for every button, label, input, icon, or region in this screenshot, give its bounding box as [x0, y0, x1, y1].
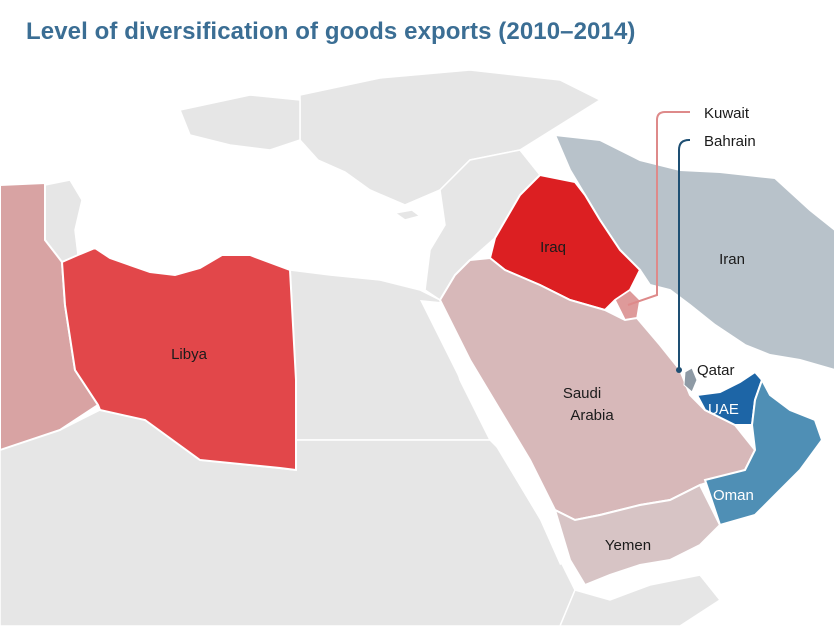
label-yemen: Yemen [605, 537, 651, 554]
label-saudi-arabia-line2: Arabia [570, 407, 614, 424]
label-uae: UAE [708, 401, 739, 418]
label-qatar: Qatar [697, 362, 735, 379]
label-kuwait: Kuwait [704, 105, 750, 122]
label-iran: Iran [719, 251, 745, 268]
country-libya [60, 246, 297, 472]
seas [420, 300, 570, 565]
bahrain-callout-line [678, 139, 690, 368]
label-libya: Libya [171, 346, 208, 363]
map-title: Level of diversification of goods export… [26, 18, 636, 45]
country-yemen [553, 483, 722, 587]
country-qatar [683, 367, 698, 393]
kuwait-callout-line [627, 111, 690, 306]
label-oman: Oman [713, 487, 754, 504]
label-saudi-arabia-line1: Saudi [563, 385, 601, 402]
label-bahrain: Bahrain [704, 133, 756, 150]
country-kuwait [614, 289, 641, 321]
country-oman [703, 377, 824, 527]
country-bahrain [676, 367, 682, 373]
label-iraq: Iraq [540, 239, 566, 256]
